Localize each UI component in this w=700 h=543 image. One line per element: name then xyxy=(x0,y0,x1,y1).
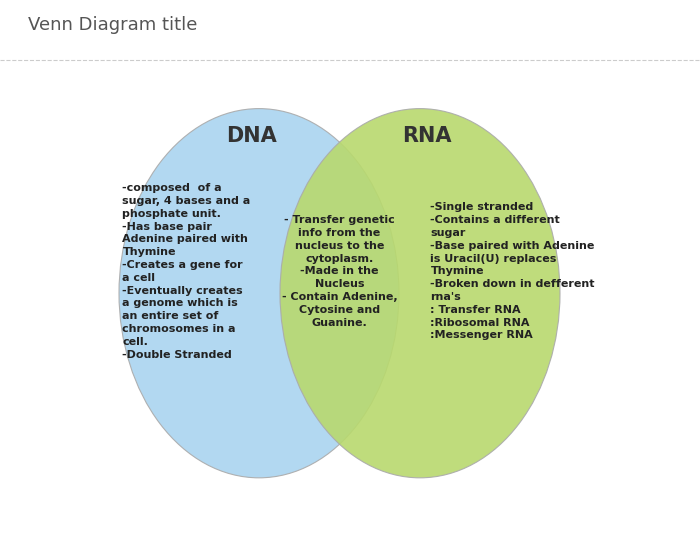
Text: -Single stranded
-Contains a different
sugar
-Base paired with Adenine
is Uracil: -Single stranded -Contains a different s… xyxy=(430,203,595,340)
Text: Venn Diagram title: Venn Diagram title xyxy=(28,16,197,34)
Text: - Transfer genetic
info from the
nucleus to the
cytoplasm.
-Made in the
Nucleus
: - Transfer genetic info from the nucleus… xyxy=(281,216,398,327)
Text: DNA: DNA xyxy=(227,126,277,146)
Ellipse shape xyxy=(280,109,560,478)
Text: RNA: RNA xyxy=(402,126,452,146)
Ellipse shape xyxy=(119,109,399,478)
Text: -composed  of a
sugar, 4 bases and a
phosphate unit.
-Has base pair
Adenine pair: -composed of a sugar, 4 bases and a phos… xyxy=(122,184,251,359)
